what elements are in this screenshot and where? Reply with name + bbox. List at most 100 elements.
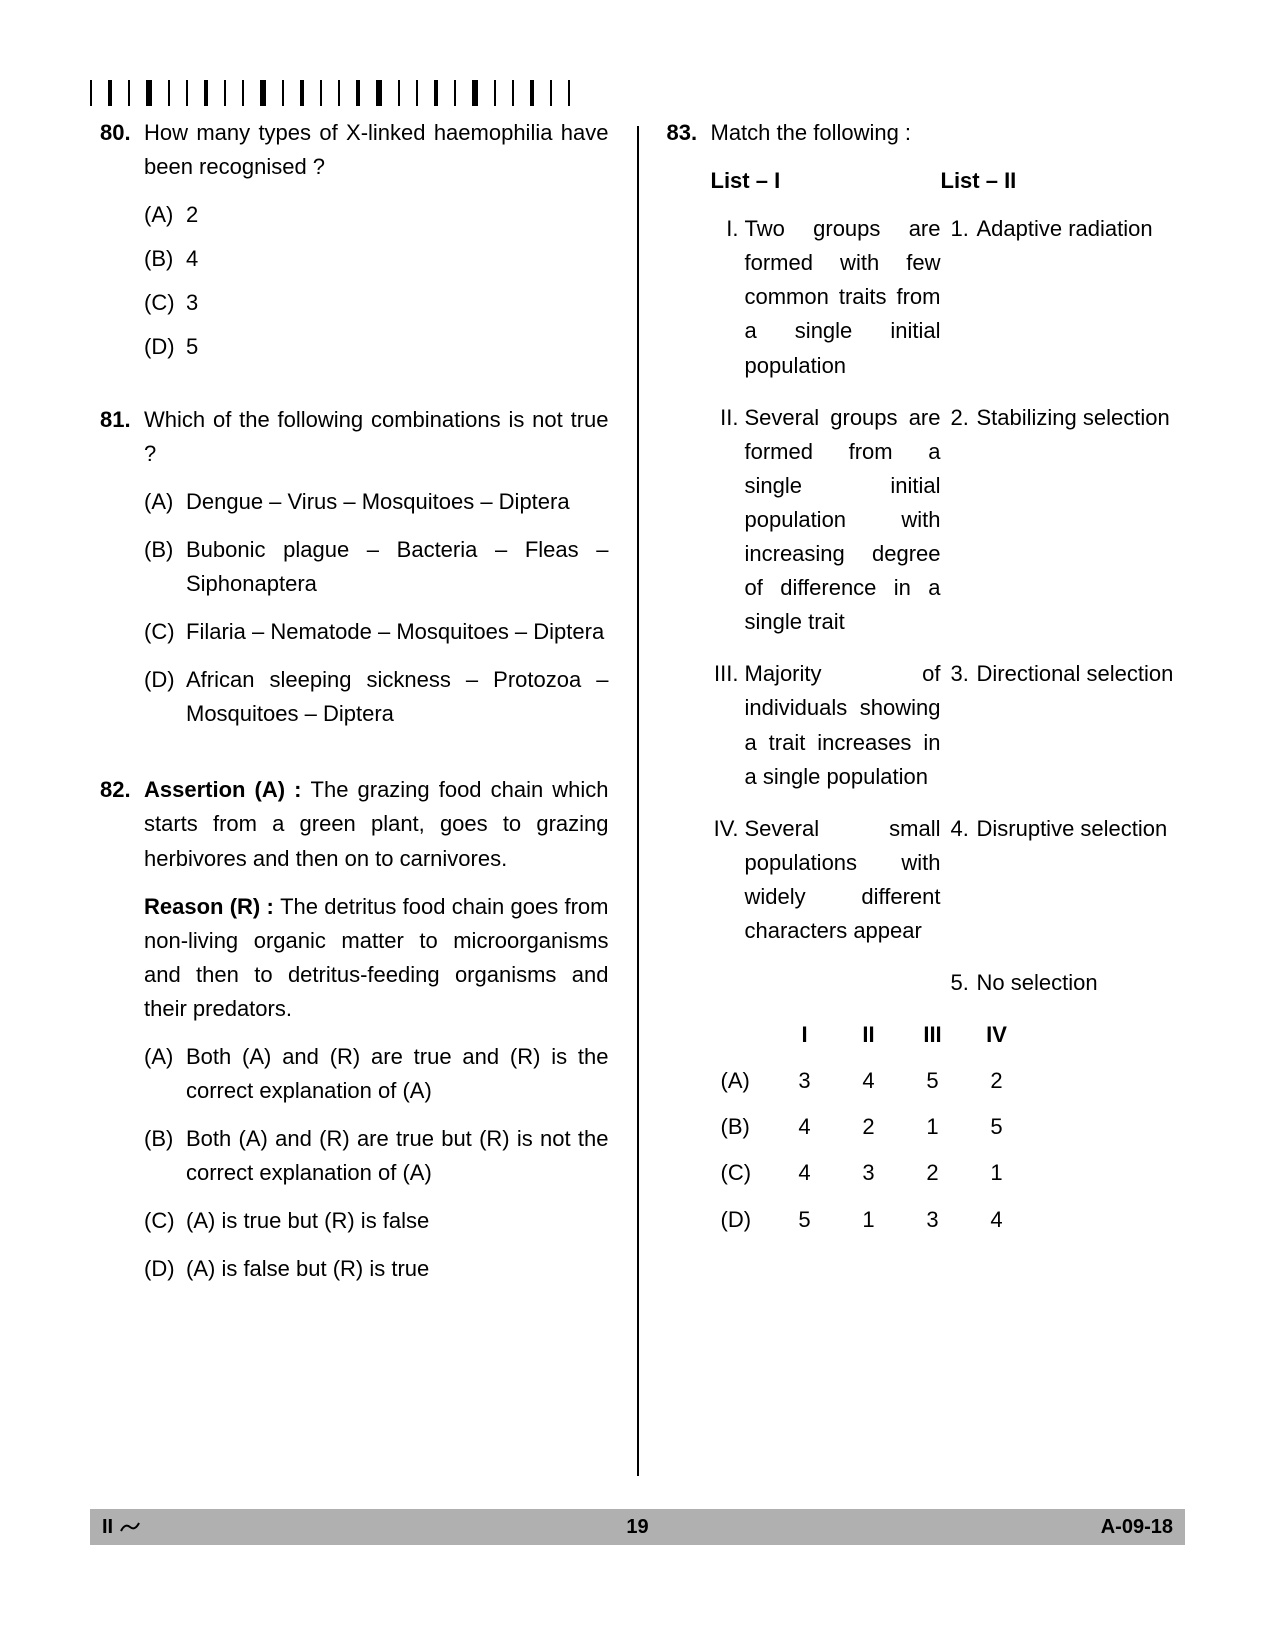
option-label: (C) bbox=[144, 1204, 186, 1238]
answer-label: (A) bbox=[721, 1064, 773, 1098]
option-label: (C) bbox=[144, 286, 186, 320]
footer-right-code: A-09-18 bbox=[1101, 1512, 1173, 1543]
footer-left-text: II bbox=[102, 1512, 113, 1543]
option-label: (B) bbox=[144, 533, 186, 601]
content-columns: 80. How many types of X-linked haemophil… bbox=[90, 116, 1185, 1486]
option-label: (D) bbox=[144, 1252, 186, 1286]
answer-cell: 1 bbox=[901, 1110, 965, 1144]
answer-cell: 3 bbox=[837, 1156, 901, 1190]
option-text: 2 bbox=[186, 198, 609, 232]
match-right-text: Disruptive selection bbox=[977, 812, 1176, 948]
question-83: 83. Match the following : List – I List … bbox=[667, 116, 1176, 1249]
match-roman: III. bbox=[711, 657, 745, 793]
answer-label: (C) bbox=[721, 1156, 773, 1190]
answer-cell: 5 bbox=[901, 1064, 965, 1098]
page-number: 19 bbox=[626, 1512, 648, 1543]
match-roman: II. bbox=[711, 401, 745, 640]
option-label: (D) bbox=[144, 663, 186, 731]
match-right-text: No selection bbox=[977, 966, 1176, 1000]
reason-label: Reason (R) : bbox=[144, 894, 280, 919]
match-num: 4. bbox=[951, 812, 977, 948]
question-80: 80. How many types of X-linked haemophil… bbox=[100, 116, 609, 375]
option-text: Both (A) and (R) are true but (R) is not… bbox=[186, 1122, 609, 1190]
exam-page: 80. How many types of X-linked haemophil… bbox=[0, 0, 1275, 1486]
page-footer: II 19 A-09-18 bbox=[90, 1509, 1185, 1545]
question-number: 80. bbox=[100, 116, 144, 375]
match-num: 2. bbox=[951, 401, 977, 640]
option-text: Filaria – Nematode – Mosquitoes – Dipter… bbox=[186, 615, 609, 649]
match-num: 1. bbox=[951, 212, 977, 382]
answer-row: (D) 5 1 3 4 bbox=[721, 1203, 1176, 1237]
assertion-block: Assertion (A) : The grazing food chain w… bbox=[144, 773, 609, 875]
answer-cell: 2 bbox=[965, 1064, 1029, 1098]
match-row: III.Majority of individuals showing a tr… bbox=[711, 657, 1176, 793]
answer-cell: 4 bbox=[773, 1110, 837, 1144]
question-number: 82. bbox=[100, 773, 144, 1300]
answer-cell: 1 bbox=[837, 1203, 901, 1237]
footer-icon bbox=[119, 1512, 141, 1543]
answer-cell: 1 bbox=[965, 1156, 1029, 1190]
assertion-label: Assertion (A) : bbox=[144, 777, 311, 802]
option-label: (A) bbox=[144, 485, 186, 519]
match-row: IV.Several small populations with widely… bbox=[711, 812, 1176, 948]
question-number: 83. bbox=[667, 116, 711, 1249]
answer-table: I II III IV (A) 3 4 5 2 bbox=[721, 1018, 1176, 1236]
answer-header-row: I II III IV bbox=[721, 1018, 1176, 1052]
match-left-text: Majority of individuals showing a trait … bbox=[745, 657, 941, 793]
answer-cell: 5 bbox=[773, 1203, 837, 1237]
match-row: 5.No selection bbox=[711, 966, 1176, 1000]
answer-label: (D) bbox=[721, 1203, 773, 1237]
option-text: 4 bbox=[186, 242, 609, 276]
match-right-text: Adaptive radiation bbox=[977, 212, 1176, 382]
answer-label: (B) bbox=[721, 1110, 773, 1144]
option-label: (C) bbox=[144, 615, 186, 649]
right-column: 83. Match the following : List – I List … bbox=[639, 116, 1186, 1486]
match-row: I.Two groups are formed with few common … bbox=[711, 212, 1176, 382]
answer-row: (C) 4 3 2 1 bbox=[721, 1156, 1176, 1190]
answer-cell: 4 bbox=[773, 1156, 837, 1190]
option-text: Bubonic plague – Bacteria – Fleas – Siph… bbox=[186, 533, 609, 601]
answer-cell: 4 bbox=[965, 1203, 1029, 1237]
col-header: I bbox=[773, 1018, 837, 1052]
answer-row: (A) 3 4 5 2 bbox=[721, 1064, 1176, 1098]
col-header: III bbox=[901, 1018, 965, 1052]
list-headers: List – I List – II bbox=[711, 164, 1176, 198]
option-label: (D) bbox=[144, 330, 186, 364]
answer-row: (B) 4 2 1 5 bbox=[721, 1110, 1176, 1144]
match-roman: IV. bbox=[711, 812, 745, 948]
option-text: (A) is true but (R) is false bbox=[186, 1204, 609, 1238]
answer-cell: 2 bbox=[901, 1156, 965, 1190]
match-roman: I. bbox=[711, 212, 745, 382]
match-right-text: Directional selection bbox=[977, 657, 1176, 793]
question-text: Match the following : bbox=[711, 116, 1176, 150]
reason-block: Reason (R) : The detritus food chain goe… bbox=[144, 890, 609, 1026]
answer-cell: 3 bbox=[773, 1064, 837, 1098]
list2-header: List – II bbox=[941, 164, 1017, 198]
option-text: (A) is false but (R) is true bbox=[186, 1252, 609, 1286]
match-left-text: Several small populations with widely di… bbox=[745, 812, 941, 948]
option-label: (A) bbox=[144, 1040, 186, 1108]
match-right-text: Stabilizing selection bbox=[977, 401, 1176, 640]
option-text: 5 bbox=[186, 330, 609, 364]
option-text: 3 bbox=[186, 286, 609, 320]
match-num: 5. bbox=[951, 966, 977, 1000]
option-text: Both (A) and (R) are true and (R) is the… bbox=[186, 1040, 609, 1108]
left-column: 80. How many types of X-linked haemophil… bbox=[90, 116, 637, 1486]
question-81: 81. Which of the following combinations … bbox=[100, 403, 609, 746]
option-label: (A) bbox=[144, 198, 186, 232]
match-left-text: Two groups are formed with few common tr… bbox=[745, 212, 941, 382]
question-82: 82. Assertion (A) : The grazing food cha… bbox=[100, 773, 609, 1300]
match-row: II.Several groups are formed from a sing… bbox=[711, 401, 1176, 640]
match-num: 3. bbox=[951, 657, 977, 793]
answer-cell: 5 bbox=[965, 1110, 1029, 1144]
answer-cell: 4 bbox=[837, 1064, 901, 1098]
barcode bbox=[90, 80, 1185, 108]
answer-cell: 3 bbox=[901, 1203, 965, 1237]
option-label: (B) bbox=[144, 242, 186, 276]
option-label: (B) bbox=[144, 1122, 186, 1190]
question-text: How many types of X-linked haemophilia h… bbox=[144, 116, 609, 184]
option-text: Dengue – Virus – Mosquitoes – Diptera bbox=[186, 485, 609, 519]
list1-header: List – I bbox=[711, 164, 941, 198]
question-text: Which of the following combinations is n… bbox=[144, 403, 609, 471]
option-text: African sleeping sickness – Protozoa – M… bbox=[186, 663, 609, 731]
